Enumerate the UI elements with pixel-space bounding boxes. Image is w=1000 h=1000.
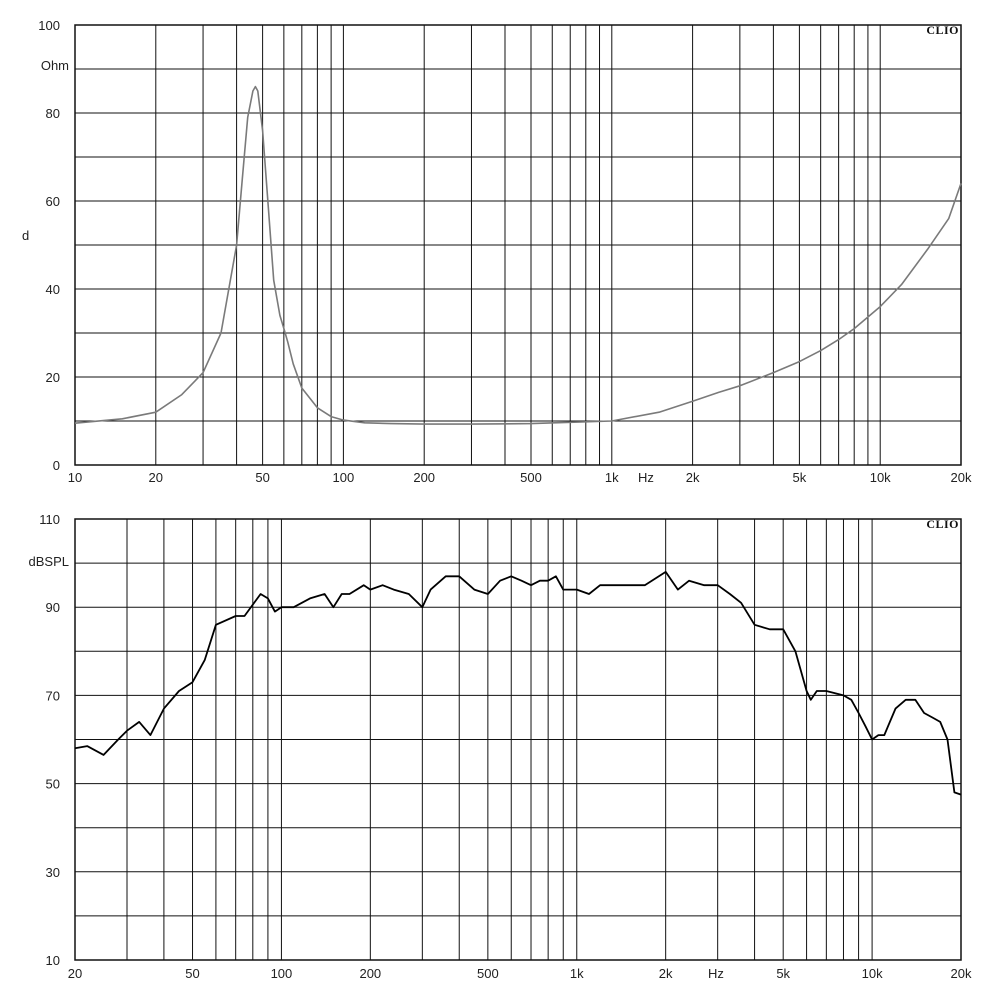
series-line — [74, 85, 962, 425]
x-tick-label: 10 — [68, 470, 82, 485]
y-tick-label: 80 — [46, 106, 60, 121]
x-tick-label: 200 — [359, 966, 381, 981]
y-tick-label: 70 — [46, 688, 60, 703]
y-axis-side-mark: d — [22, 228, 29, 243]
x-tick-label: 50 — [185, 966, 199, 981]
spl-chart: 10 30 50 70 90 110 20 50 100 200 500 1k 2k 5k 10k 20k dB… — [29, 512, 972, 981]
y-tick-label: 110 — [39, 512, 60, 527]
x-tick-label: 1k — [570, 966, 584, 981]
y-tick-label: 50 — [46, 777, 60, 792]
x-tick-label: 100 — [333, 470, 355, 485]
x-tick-label: 20 — [68, 966, 82, 981]
impedance-chart: 0 20 40 60 80 100 10 20 50 100 200 500 1k 2k 5k 10k 20k O… — [22, 18, 972, 485]
x-tick-label: 500 — [477, 966, 499, 981]
y-tick-label: 40 — [46, 282, 60, 297]
y-tick-label: 0 — [53, 458, 60, 473]
y-axis-unit-label: dBSPL — [29, 554, 69, 569]
x-tick-label: 2k — [686, 470, 700, 485]
x-tick-label: 20 — [149, 470, 163, 485]
x-tick-label: 5k — [776, 966, 790, 981]
y-tick-label: 20 — [46, 370, 60, 385]
x-tick-label: 5k — [793, 470, 807, 485]
y-tick-label: 60 — [46, 194, 60, 209]
series-line — [74, 571, 962, 796]
clio-brand-label: CLIO — [926, 23, 959, 37]
x-tick-label: 2k — [659, 966, 673, 981]
x-tick-label: 100 — [271, 966, 293, 981]
y-tick-label: 30 — [46, 865, 60, 880]
x-tick-label: 20k — [951, 470, 972, 485]
x-tick-label: 200 — [413, 470, 435, 485]
x-tick-label: 50 — [255, 470, 269, 485]
y-axis-unit-label: Ohm — [41, 58, 69, 73]
x-tick-label: 10k — [870, 470, 891, 485]
x-axis-unit-label: Hz — [638, 470, 654, 485]
plot-frame — [74, 24, 962, 466]
y-tick-label: 10 — [46, 953, 60, 968]
clio-brand-label: CLIO — [926, 517, 959, 531]
x-axis-unit-label: Hz — [708, 966, 724, 981]
y-tick-label: 100 — [38, 18, 60, 33]
y-tick-label: 90 — [46, 600, 60, 615]
x-tick-label: 10k — [862, 966, 883, 981]
x-tick-label: 20k — [951, 966, 972, 981]
x-tick-label: 1k — [605, 470, 619, 485]
x-tick-label: 500 — [520, 470, 542, 485]
plot-frame — [74, 518, 962, 961]
